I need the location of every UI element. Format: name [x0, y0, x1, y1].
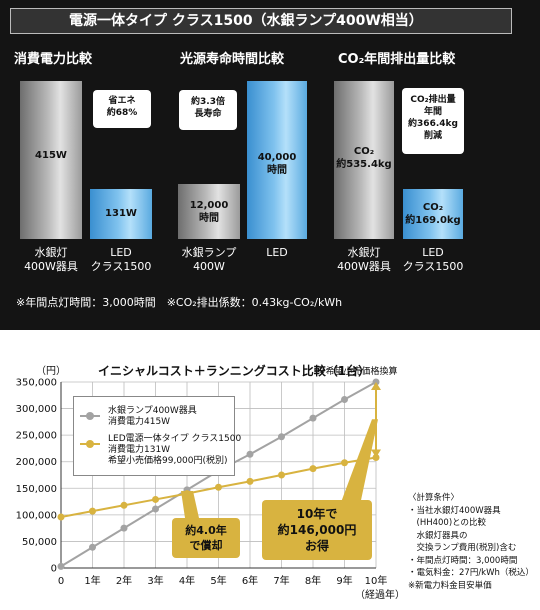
life-section-title: 光源寿命時間比較	[180, 52, 285, 67]
cost-chart-subtitle: ※希望小売価格換算	[318, 367, 398, 377]
x-tick-label: 4年	[179, 574, 195, 587]
bar-label: CO₂ 約169.0kg	[405, 202, 461, 226]
data-point	[372, 378, 380, 386]
cat-label: LED クラス1500	[402, 246, 464, 273]
legend: 水銀ランプ400W器具 消費電力415W LED電源一体タイプ クラス1500 …	[73, 396, 241, 476]
bar-life-led: 40,000 時間	[247, 81, 307, 239]
y-unit: （円）	[36, 366, 66, 377]
bar-co2-led: CO₂ 約169.0kg	[403, 189, 463, 239]
bar-label: 40,000 時間	[257, 152, 297, 176]
x-tick-label: 1年	[84, 574, 100, 587]
legend-label: 水銀ランプ400W器具 消費電力415W	[108, 406, 197, 427]
data-point	[57, 562, 65, 570]
bar-label: 131W	[105, 208, 137, 219]
bar-power-led: 131W	[90, 189, 152, 239]
y-tick-label: 200,000	[16, 457, 57, 468]
data-point	[57, 513, 65, 521]
cat-label: 水銀ランプ 400W	[181, 246, 237, 273]
bar-label: CO₂ 約535.4kg	[336, 146, 392, 170]
x-axis-label: （経過年）	[355, 588, 405, 601]
data-point	[278, 471, 285, 479]
cat-label: 水銀灯 400W器具	[24, 246, 78, 273]
data-point	[278, 433, 285, 441]
data-point	[372, 453, 380, 461]
power-section-title: 消費電力比較	[14, 52, 93, 67]
data-point	[183, 490, 191, 498]
legend-label: LED電源一体タイプ クラス1500 消費電力131W 希望小売価格99,000…	[108, 434, 242, 466]
x-tick-label: 3年	[147, 574, 163, 587]
cat-label: LED	[266, 246, 288, 259]
data-point	[152, 495, 159, 503]
y-tick-label: 350,000	[16, 378, 57, 389]
data-point	[246, 477, 254, 485]
data-point	[120, 501, 128, 509]
data-point	[89, 507, 96, 515]
y-tick-label: 0	[51, 564, 57, 575]
y-tick-label: 150,000	[16, 484, 57, 495]
savings-arrow	[371, 382, 381, 458]
bar-label: 12,000 時間	[189, 200, 229, 224]
x-tick-label: 5年	[210, 574, 226, 587]
legend-item-mercury: 水銀ランプ400W器具 消費電力415W	[80, 406, 197, 427]
co2-section-title: CO₂年間排出量比較	[338, 52, 456, 67]
y-tick-label: 300,000	[16, 404, 57, 415]
data-point	[309, 465, 317, 473]
legend-item-led: LED電源一体タイプ クラス1500 消費電力131W 希望小売価格99,000…	[80, 434, 241, 466]
cat-label: LED クラス1500	[90, 246, 152, 273]
x-tick-label: 9年	[336, 574, 352, 587]
data-point	[152, 505, 159, 513]
cat-label: 水銀灯 400W器具	[337, 246, 391, 273]
x-tick-label: 8年	[305, 574, 321, 587]
payback-pointer	[181, 490, 199, 518]
life-annotation: 約3.3倍 長寿命	[179, 90, 237, 130]
data-point	[215, 483, 222, 491]
y-tick-label: 100,000	[16, 510, 57, 521]
y-tick-label: 50,000	[22, 537, 57, 548]
co2-annotation: CO₂排出量 年間 約366.4kg 削減	[402, 88, 464, 154]
x-tick-label: 10年	[365, 574, 388, 587]
data-point	[89, 543, 96, 551]
comparison-panel: 電源一体タイプ クラス1500（水銀ランプ400W相当） 消費電力比較 光源寿命…	[0, 0, 540, 330]
footnote: ※年間点灯時間：3,000時間 ※CO₂排出係数：0.43kg-CO₂/kWh	[16, 296, 343, 309]
calc-conditions: 〈計算条件〉 ・当社水銀灯400W器具 (HH400)との比較 水銀灯器具の 交…	[408, 493, 534, 591]
savings-callout: 10年で 約146,000円 お得	[262, 500, 372, 560]
payback-callout: 約4.0年 で償却	[172, 518, 240, 558]
data-point	[120, 524, 128, 532]
x-tick-label: 6年	[242, 574, 258, 587]
bar-life-mercury: 12,000 時間	[178, 184, 240, 239]
data-point	[341, 396, 348, 404]
bar-power-mercury: 415W	[20, 81, 82, 239]
bar-co2-mercury: CO₂ 約535.4kg	[334, 81, 394, 239]
panel-title: 電源一体タイプ クラス1500（水銀ランプ400W相当）	[10, 8, 512, 34]
x-tick-label: 7年	[273, 574, 289, 587]
data-point	[341, 459, 348, 467]
bar-label: 415W	[35, 150, 67, 161]
x-tick-label: 2年	[116, 574, 132, 587]
power-annotation: 省エネ 約68%	[93, 90, 151, 128]
y-tick-label: 250,000	[16, 431, 57, 442]
data-point	[183, 486, 191, 494]
savings-pointer	[340, 419, 378, 505]
x-tick-label: 0	[58, 576, 64, 587]
data-point	[309, 414, 317, 422]
cost-chart-title: イニシャルコスト＋ランニングコスト比較（1台）	[98, 364, 371, 378]
